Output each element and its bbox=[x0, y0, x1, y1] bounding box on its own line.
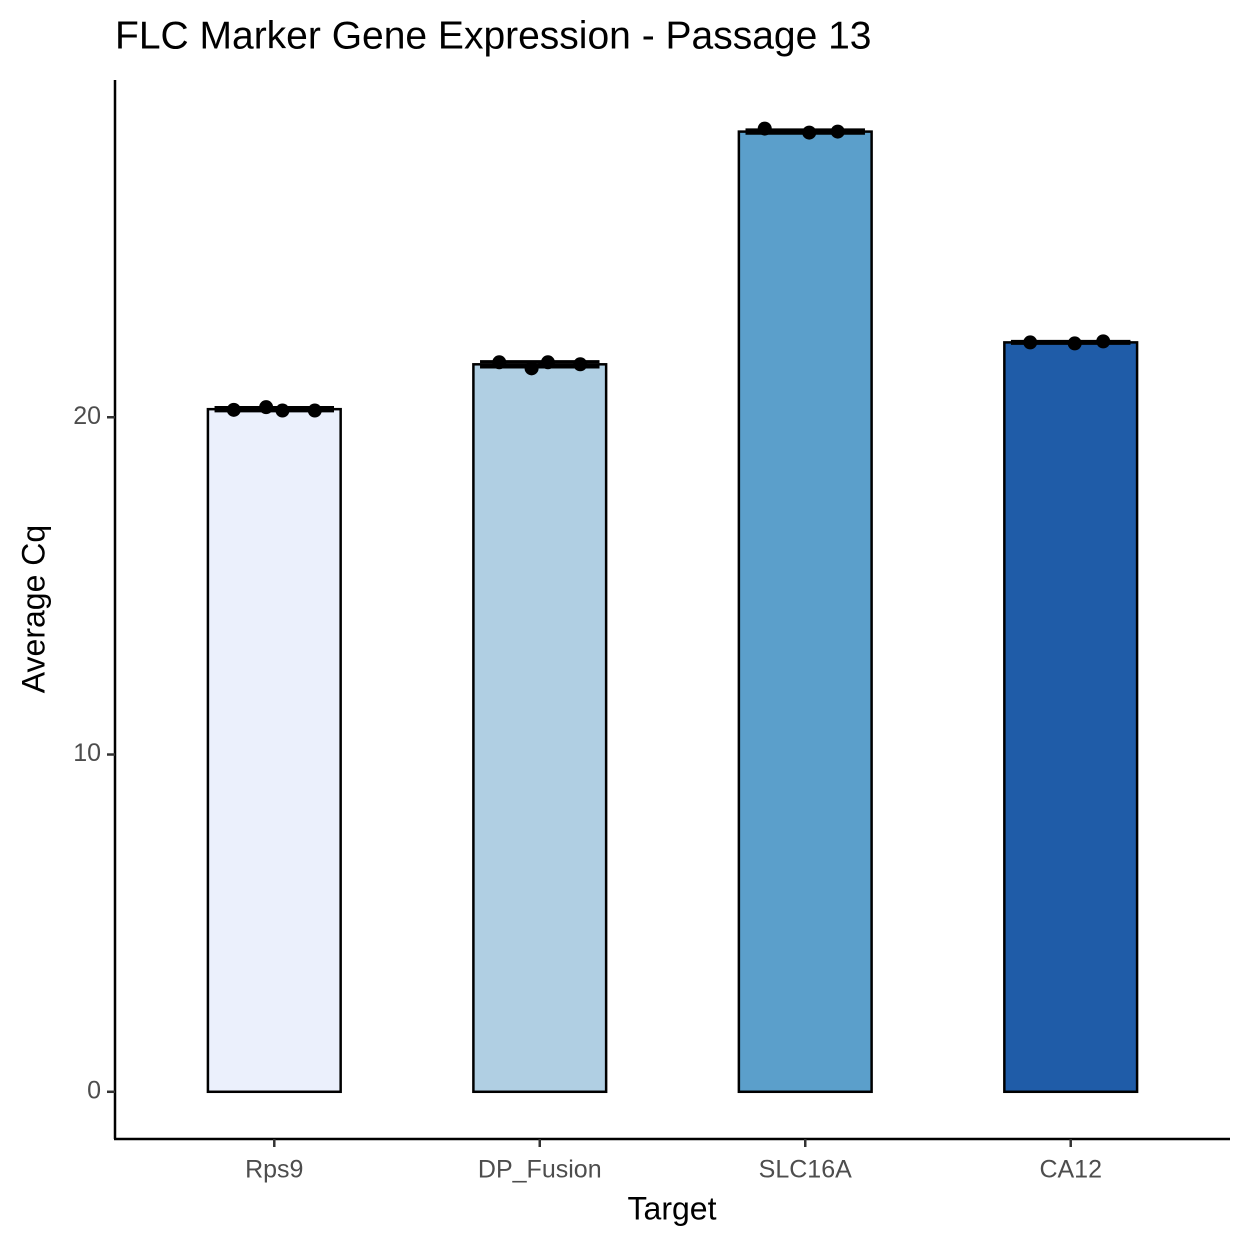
bar bbox=[206, 407, 342, 1094]
y-tick-label: 10 bbox=[73, 739, 101, 767]
data-point bbox=[307, 403, 322, 418]
data-point bbox=[259, 400, 274, 415]
chart-title: FLC Marker Gene Expression - Passage 13 bbox=[115, 14, 872, 57]
y-axis-title: Average Cq bbox=[15, 525, 51, 693]
data-point bbox=[1067, 336, 1082, 351]
x-axis-title: Target bbox=[628, 1190, 717, 1226]
data-point bbox=[830, 124, 845, 139]
data-point bbox=[540, 355, 555, 370]
bar bbox=[472, 363, 608, 1094]
data-point bbox=[492, 355, 507, 370]
data-point bbox=[1023, 335, 1038, 350]
data-point bbox=[524, 361, 539, 376]
data-point bbox=[757, 121, 772, 136]
data-point bbox=[573, 357, 588, 372]
y-tick-label: 0 bbox=[87, 1076, 101, 1104]
bar bbox=[1003, 341, 1139, 1094]
data-point bbox=[1096, 334, 1111, 349]
bar bbox=[737, 130, 873, 1094]
x-tick-label: CA12 bbox=[1039, 1156, 1102, 1184]
x-tick-label: Rps9 bbox=[245, 1156, 303, 1184]
data-point bbox=[226, 402, 241, 417]
x-tick-label: DP_Fusion bbox=[478, 1156, 602, 1184]
x-tick-label: SLC16A bbox=[759, 1156, 852, 1184]
y-tick-label: 20 bbox=[73, 402, 101, 430]
data-point bbox=[275, 403, 290, 418]
data-point bbox=[802, 125, 817, 140]
